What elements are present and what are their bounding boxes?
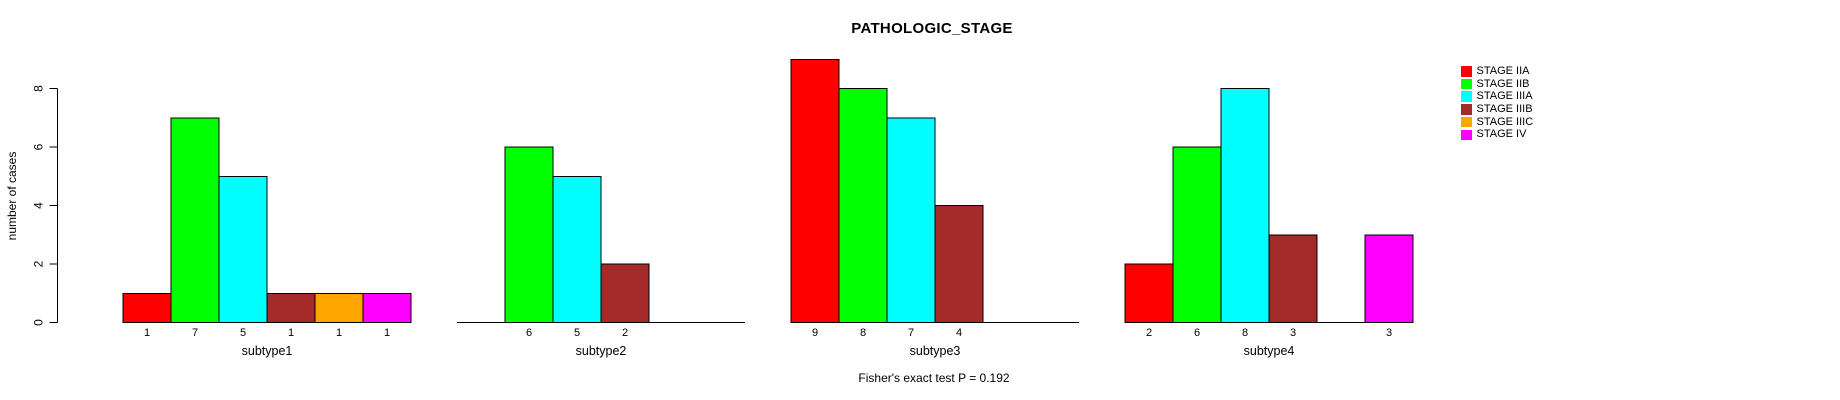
bar-value-label: 2: [622, 327, 628, 339]
legend-label: STAGE IIB: [1476, 77, 1530, 90]
bar-value-label: 6: [1194, 327, 1200, 339]
bar-value-label: 1: [384, 327, 390, 339]
bar-value-label: 1: [288, 327, 294, 339]
legend-label: STAGE IIA: [1476, 64, 1530, 77]
bar-subtype4-stage-iv: [1364, 234, 1414, 323]
legend-color-swatch: [1461, 129, 1472, 141]
bar-value-label: 4: [956, 327, 962, 339]
bar-value-label: 3: [1290, 327, 1296, 339]
legend-label: STAGE IV: [1476, 128, 1527, 141]
bar-value-label: 1: [336, 327, 342, 339]
group-label-subtype2: subtype2: [576, 344, 627, 358]
bar-subtype1-stage-iiia: [218, 175, 268, 323]
bar-value-label: 1: [144, 327, 150, 339]
bar-subtype1-stage-iiic: [314, 292, 364, 323]
bar-subtype3-stage-iiia: [886, 117, 936, 323]
y-axis-tick-label: 0: [32, 319, 46, 326]
bar-subtype3-stage-iiib: [934, 205, 984, 323]
bar-value-label: 5: [240, 327, 246, 339]
legend-label: STAGE IIIC: [1476, 115, 1534, 128]
legend-item: STAGE IIIA: [1461, 90, 1533, 103]
chart-title: PATHOLOGIC_STAGE: [851, 20, 1013, 37]
bar-value-label: 5: [574, 327, 580, 339]
bar-subtype4-stage-iiib: [1268, 234, 1318, 323]
bar-subtype2-stage-iiia: [552, 175, 602, 323]
legend-color-swatch: [1461, 104, 1472, 115]
group-label-subtype3: subtype3: [910, 344, 961, 358]
group-label-subtype1: subtype1: [242, 344, 293, 358]
legend-color-swatch: [1461, 66, 1472, 77]
legend-item: STAGE IIA: [1461, 65, 1533, 78]
bar-value-label: 7: [192, 327, 198, 339]
bar-subtype3-stage-iib: [838, 88, 888, 323]
y-axis-tick-label: 8: [32, 85, 46, 92]
bar-subtype4-stage-iib: [1172, 146, 1222, 323]
bar-subtype1-stage-iia: [122, 292, 172, 323]
bar-subtype1-stage-iiib: [266, 292, 316, 323]
legend-label: STAGE IIIB: [1476, 102, 1533, 115]
legend: STAGE IIA STAGE IIB STAGE IIIA STAGE IIIB ST…: [1461, 65, 1533, 141]
bar-subtype1-stage-iib: [170, 117, 220, 323]
y-axis-tick-label: 2: [32, 260, 46, 267]
bar-value-label: 7: [908, 327, 914, 339]
fisher-test-annotation: Fisher's exact test P = 0.192: [858, 371, 1010, 385]
legend-item: STAGE IIB: [1461, 78, 1533, 91]
group-label-subtype4: subtype4: [1244, 344, 1295, 358]
bar-value-label: 3: [1386, 327, 1392, 339]
legend-color-swatch: [1461, 78, 1472, 90]
legend-item: STAGE IIIC: [1461, 116, 1533, 129]
bar-subtype4-stage-iiia: [1220, 88, 1270, 323]
y-axis-tick-label: 6: [32, 143, 46, 150]
bar-subtype2-stage-iiib: [600, 263, 650, 323]
bar-value-label: 8: [1242, 327, 1248, 339]
bar-value-label: 6: [526, 327, 532, 339]
legend-item: STAGE IV: [1461, 128, 1533, 141]
legend-color-swatch: [1461, 91, 1472, 102]
legend-label: STAGE IIIA: [1476, 90, 1533, 103]
bar-value-label: 9: [812, 327, 818, 339]
y-axis-tick-label: 4: [32, 202, 46, 209]
bar-subtype1-stage-iv: [362, 292, 412, 323]
legend-color-swatch: [1461, 116, 1472, 128]
bar-value-label: 8: [860, 327, 866, 339]
bar-value-label: 2: [1146, 327, 1152, 339]
bar-subtype2-stage-iib: [504, 146, 554, 323]
legend-item: STAGE IIIB: [1461, 103, 1533, 116]
bar-subtype4-stage-iia: [1124, 263, 1174, 323]
bar-subtype3-stage-iia: [790, 58, 840, 323]
